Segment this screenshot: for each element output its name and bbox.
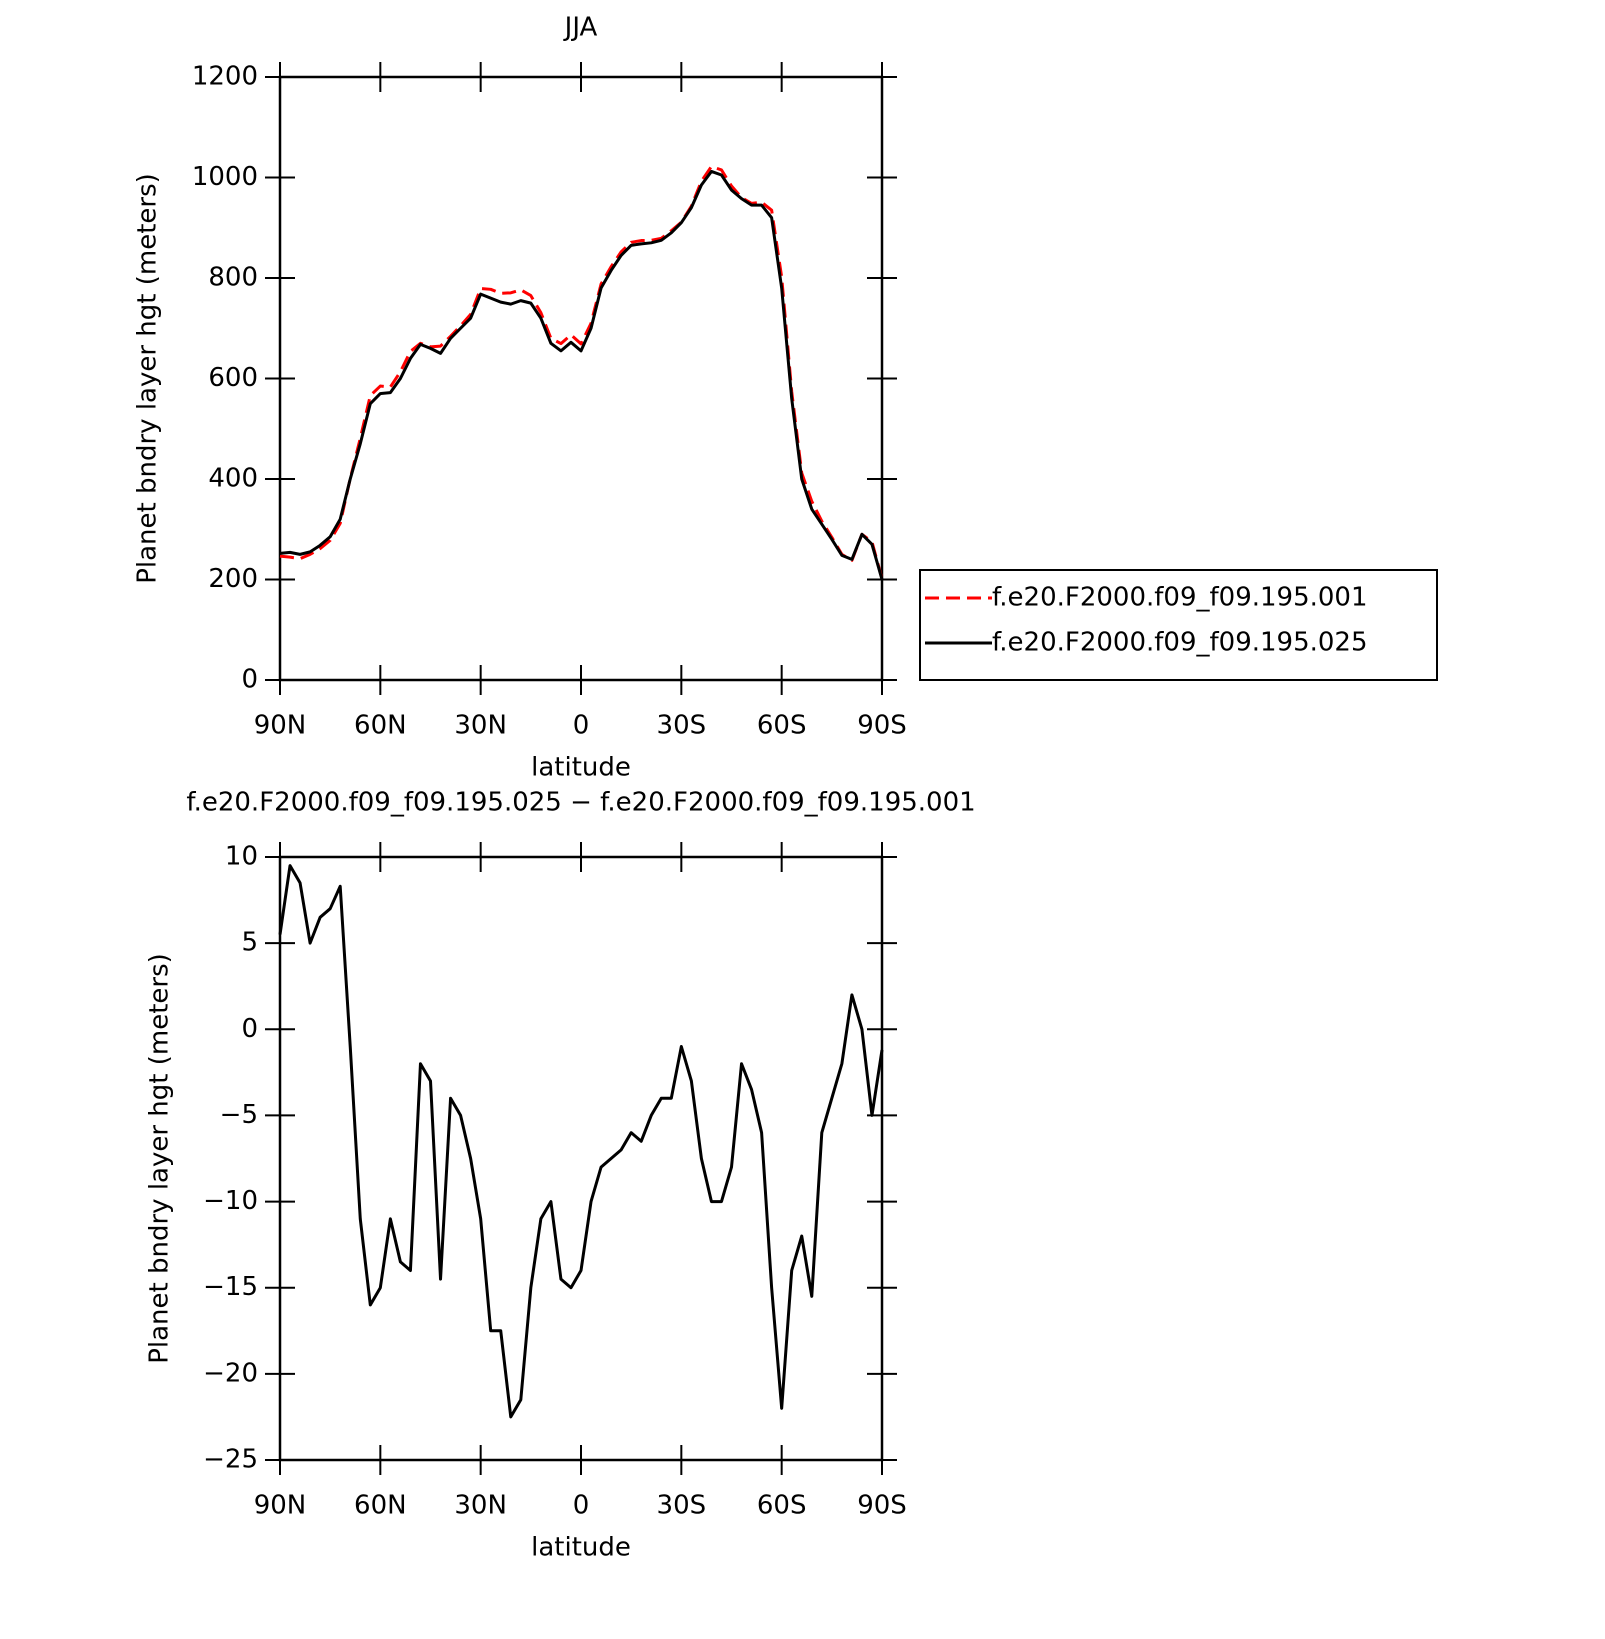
y-tick-label: 400 [208, 464, 258, 494]
x-tick-label: 60N [354, 1491, 407, 1521]
legend-label: f.e20.F2000.f09_f09.195.025 [992, 628, 1368, 658]
y-tick-label: 0 [241, 665, 258, 695]
x-tick-label: 30N [454, 711, 507, 741]
y-tick-label: −15 [203, 1272, 258, 1302]
y-tick-label: −20 [203, 1358, 258, 1388]
y-tick-label: 0 [241, 1014, 258, 1044]
legend-box [919, 569, 1438, 681]
data-line [278, 864, 884, 1419]
y-tick-label: −25 [203, 1445, 258, 1475]
y-tick-label: 1200 [192, 62, 258, 92]
x-tick-label: 0 [573, 711, 590, 741]
x-tick-label: 30N [454, 1491, 507, 1521]
x-tick-label: 30S [657, 1491, 707, 1521]
chart-title: JJA [563, 13, 598, 43]
y-tick-label: 1000 [192, 162, 258, 192]
x-tick-label: 30S [657, 711, 707, 741]
y-tick-label: 5 [241, 928, 258, 958]
x-tick-label: 60N [354, 711, 407, 741]
data-line [279, 164, 884, 580]
x-tick-label: 90N [254, 711, 307, 741]
x-tick-label: 60S [757, 711, 807, 741]
y-tick-label: 600 [208, 363, 258, 393]
y-tick-label: 10 [225, 842, 258, 872]
plot-frame [278, 855, 884, 1462]
x-tick-label: 60S [757, 1491, 807, 1521]
y-tick-label: 800 [208, 263, 258, 293]
y-tick-label: −10 [203, 1186, 258, 1216]
x-tick-label: 90N [254, 1491, 307, 1521]
chart-title: f.e20.F2000.f09_f09.195.025 − f.e20.F200… [186, 788, 975, 818]
data-line [279, 169, 884, 580]
y-tick-label: 200 [208, 564, 258, 594]
x-tick-label: 90S [857, 1491, 907, 1521]
x-axis-label: latitude [531, 1533, 631, 1563]
y-axis-label: Planet bndry layer hgt (meters) [133, 173, 163, 584]
x-axis-label: latitude [531, 753, 631, 783]
y-tick-label: −5 [220, 1100, 258, 1130]
y-axis-label: Planet bndry layer hgt (meters) [145, 953, 175, 1364]
legend-label: f.e20.F2000.f09_f09.195.001 [992, 583, 1368, 613]
x-tick-label: 0 [573, 1491, 590, 1521]
x-tick-label: 90S [857, 711, 907, 741]
